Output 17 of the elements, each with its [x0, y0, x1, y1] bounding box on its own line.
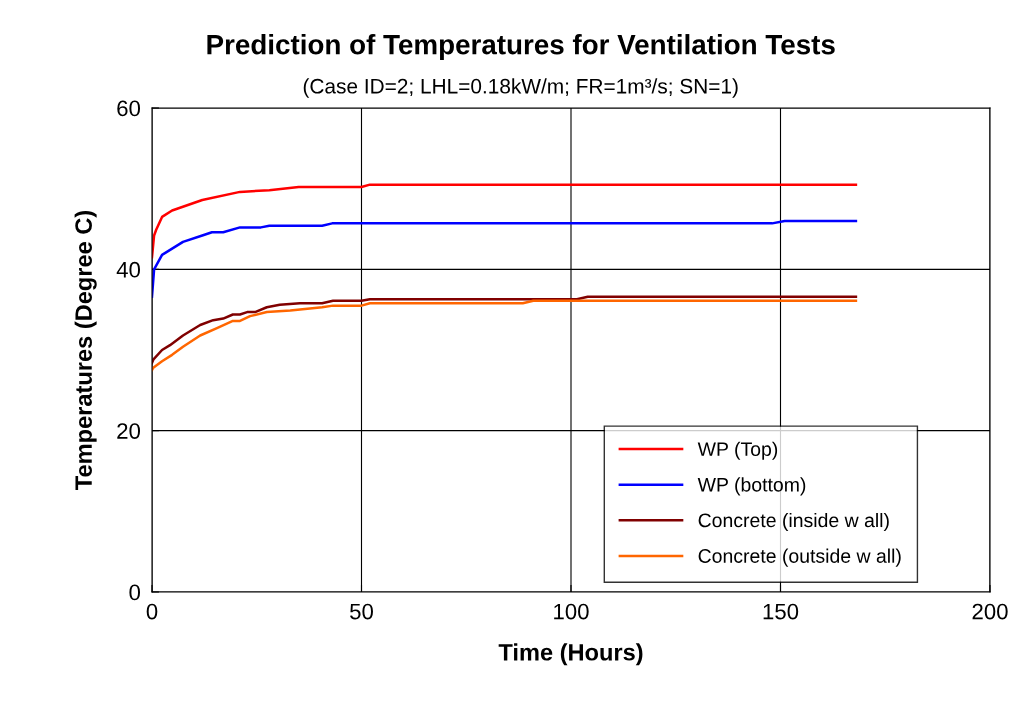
legend-label: WP (bottom)	[697, 477, 806, 496]
y-tick-label: 60	[117, 100, 141, 117]
y-axis-title: Temperatures (Degree C)	[74, 210, 97, 490]
x-axis-title: Time (Hours)	[498, 643, 643, 666]
x-tick-label: 50	[350, 603, 373, 620]
y-tick-label: 40	[116, 261, 141, 278]
x-tick-label: 150	[763, 603, 799, 620]
y-tick-label: 0	[129, 584, 141, 601]
x-tick-label: 0	[146, 603, 158, 620]
legend-label: Concrete (inside w all)	[698, 512, 889, 532]
x-tick-label: 200	[972, 603, 1008, 620]
legend-label: Concrete (outside w all)	[698, 548, 901, 567]
chart-title: Prediction of Temperatures for Ventilation Tests	[207, 34, 835, 60]
chart-subtitle: (Case ID=2; LHL=0.18kW/m; FR=1m³/s; SN=1)	[303, 78, 738, 98]
y-tick-label: 20	[117, 423, 141, 439]
x-tick-label: 100	[554, 603, 589, 620]
legend-label: WP (Top)	[697, 441, 778, 460]
